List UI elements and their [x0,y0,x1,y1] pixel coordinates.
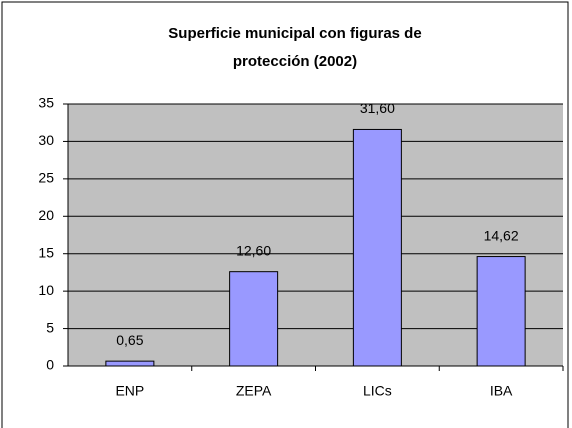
x-tick-label: IBA [490,383,513,399]
y-tick-label: 25 [38,170,54,186]
value-label: 0,65 [116,332,143,348]
y-tick-label: 10 [38,282,54,298]
bar [105,360,155,367]
x-tick-label: ENP [115,383,144,399]
chart-title: Superficie municipal con figuras de prot… [168,25,422,70]
y-tick-label: 20 [38,207,54,223]
y-tick-label: 0 [46,357,54,373]
value-label: 31,60 [360,100,395,116]
x-tick-label: ZEPA [236,383,272,399]
bar [476,256,526,367]
x-tick-label: LICs [363,383,392,399]
y-tick-label: 35 [38,95,54,111]
y-tick-label: 15 [38,244,54,260]
y-tick-label: 5 [46,319,54,335]
y-tick-label: 30 [38,132,54,148]
bar [229,271,279,367]
bar [352,128,402,367]
value-label: 14,62 [484,227,519,243]
value-label: 12,60 [236,242,271,258]
